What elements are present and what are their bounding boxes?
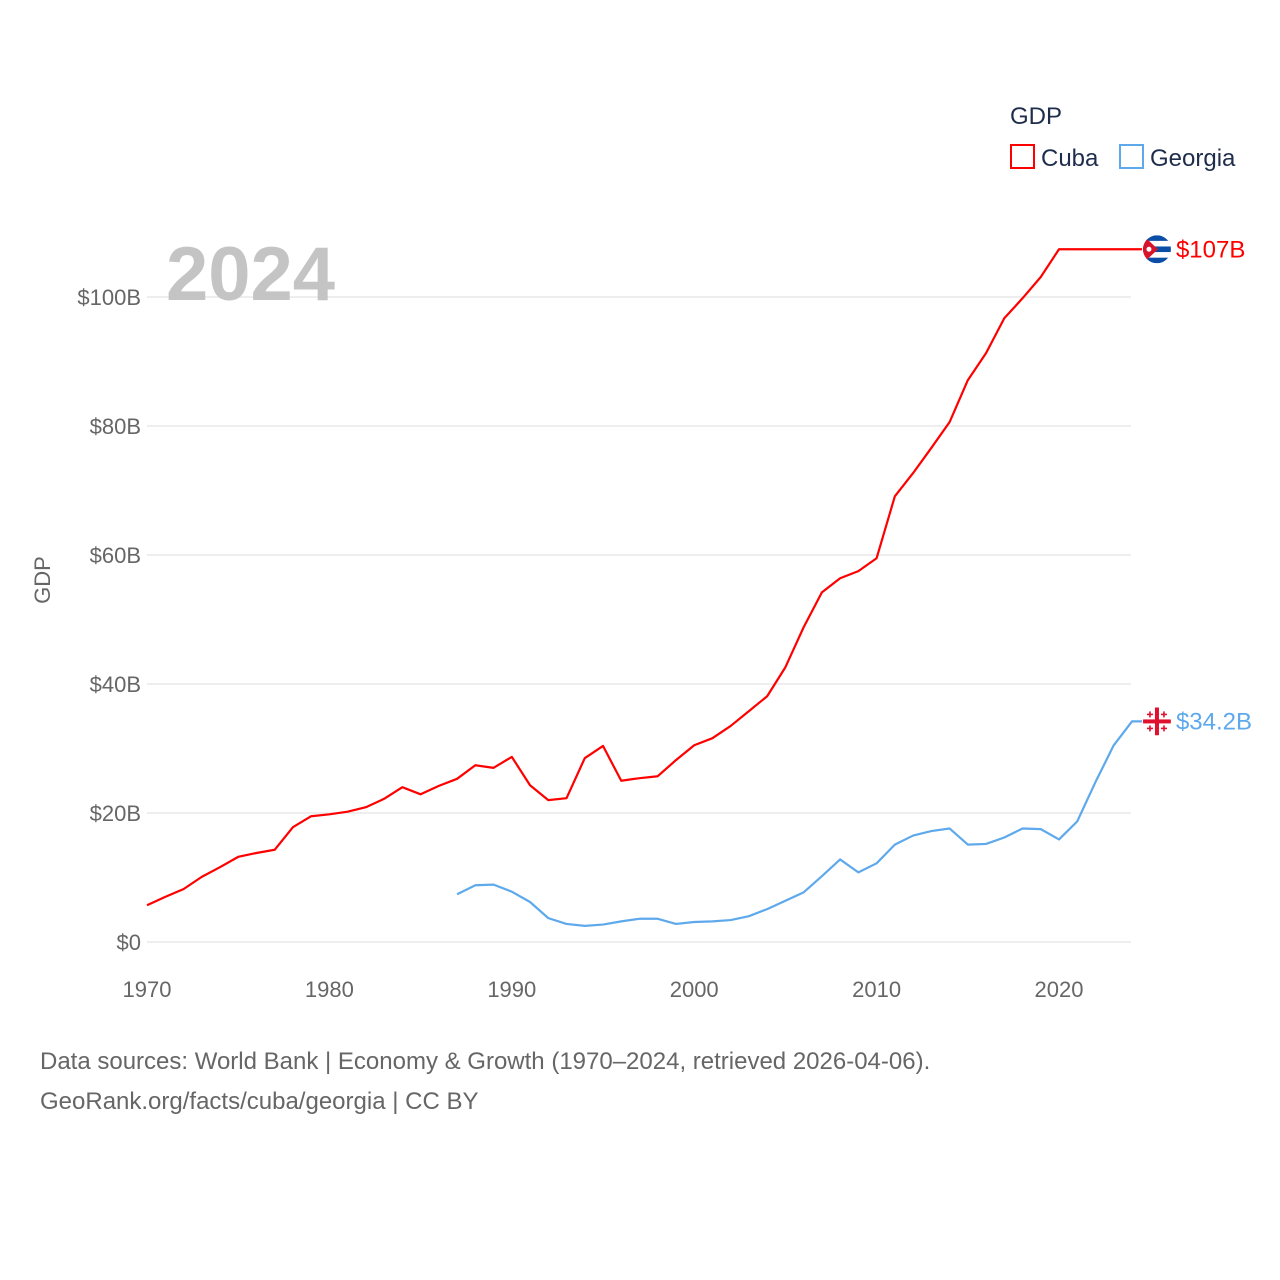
y-tick-label: $60B xyxy=(90,543,141,568)
flag-star xyxy=(1146,246,1152,252)
legend-label-georgia[interactable]: Georgia xyxy=(1150,145,1236,172)
flag-body xyxy=(1142,235,1171,264)
grid-lines xyxy=(147,296,1131,943)
y-tick-label: $100B xyxy=(77,285,141,310)
series-line-cuba xyxy=(146,248,1142,907)
series-end-labels: $107B $34.2B xyxy=(1142,235,1252,736)
flag-icon-georgia xyxy=(1142,707,1171,736)
flag-body xyxy=(1142,707,1171,736)
y-tick-label: $0 xyxy=(117,930,141,955)
year-label: 2024 xyxy=(166,232,335,317)
legend-label-cuba[interactable]: Cuba xyxy=(1041,145,1099,172)
y-tick-label: $80B xyxy=(90,414,141,439)
flag-small-cross xyxy=(1163,725,1165,732)
legend-swatch-georgia[interactable] xyxy=(1119,144,1144,169)
x-axis-ticks: 1970 1980 1990 2000 2010 2020 xyxy=(123,977,1084,1002)
legend-swatch-cuba[interactable] xyxy=(1010,144,1035,169)
flag-stripe xyxy=(1142,235,1171,241)
flag-small-cross xyxy=(1149,711,1151,718)
flag-small-cross xyxy=(1149,725,1151,732)
end-value-label-cuba: $107B xyxy=(1176,236,1245,263)
x-tick-label: 2010 xyxy=(852,977,901,1002)
x-tick-label: 2000 xyxy=(670,977,719,1002)
x-tick-label: 1970 xyxy=(123,977,172,1002)
x-tick-label: 2020 xyxy=(1035,977,1084,1002)
y-axis-ticks: $0 $20B $40B $60B $80B $100B xyxy=(77,285,141,955)
y-tick-label: $40B xyxy=(90,672,141,697)
end-value-label-georgia: $34.2B xyxy=(1176,708,1252,735)
flag-icon-cuba xyxy=(1142,235,1171,264)
legend-title: GDP xyxy=(1010,103,1062,130)
flag-cross-h xyxy=(1142,719,1171,724)
y-axis-label: GDP xyxy=(30,556,55,604)
legend: GDP Cuba Georgia xyxy=(1010,103,1236,172)
flag-small-cross xyxy=(1163,711,1165,718)
flag-stripe xyxy=(1142,257,1171,264)
y-tick-label: $20B xyxy=(90,801,141,826)
series-line-georgia xyxy=(456,720,1142,927)
x-tick-label: 1990 xyxy=(487,977,536,1002)
series-lines xyxy=(146,248,1142,927)
data-sources-text: Data sources: World Bank | Economy & Gro… xyxy=(40,1048,931,1075)
footer: Data sources: World Bank | Economy & Gro… xyxy=(40,1042,930,1122)
attribution-text: GeoRank.org/facts/cuba/georgia | CC BY xyxy=(40,1088,479,1115)
x-tick-label: 1980 xyxy=(305,977,354,1002)
